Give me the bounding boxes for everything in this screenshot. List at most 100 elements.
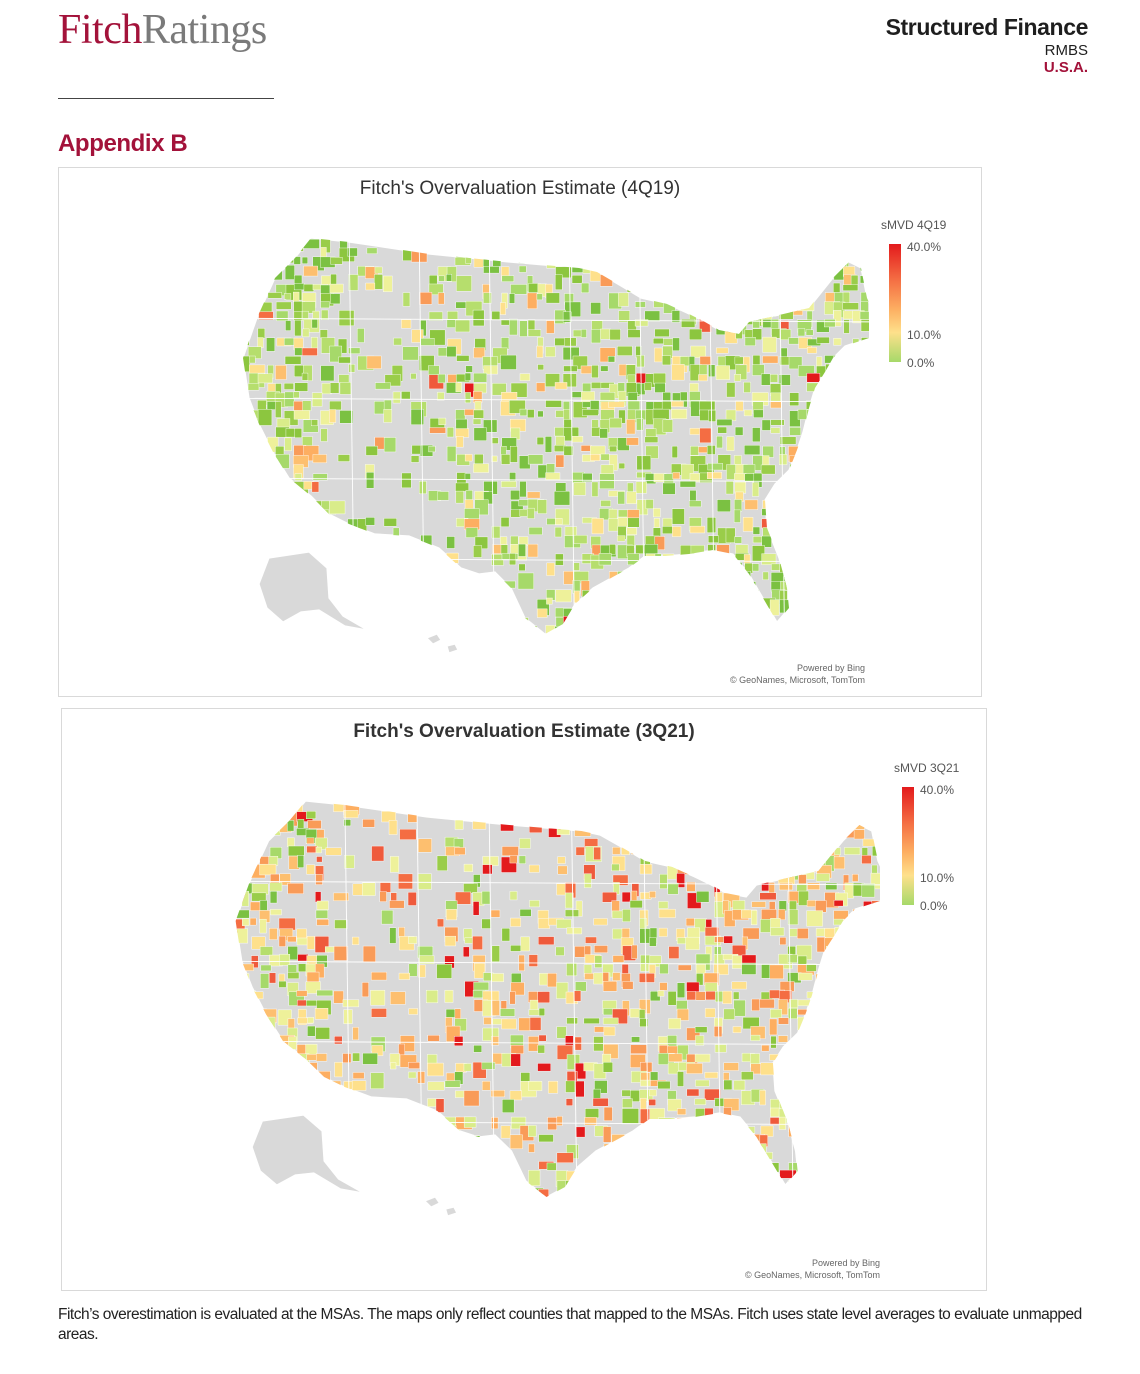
county-cell — [259, 918, 267, 934]
county-cell — [753, 266, 767, 280]
us-county-map — [242, 237, 869, 654]
county-cell — [545, 346, 556, 358]
county-cell — [301, 256, 308, 264]
county-cell — [789, 455, 801, 463]
county-cell — [384, 374, 401, 387]
county-cell — [657, 990, 665, 997]
county-cell — [806, 864, 817, 873]
county-cell — [762, 571, 769, 581]
county-cell — [680, 391, 688, 408]
county-cell — [780, 553, 796, 561]
county-cell — [761, 553, 777, 565]
county-cell — [843, 518, 860, 532]
county-cell — [716, 256, 727, 264]
legend-max: 40.0% — [907, 240, 942, 254]
county-cell — [862, 810, 875, 824]
county-cell — [841, 400, 849, 413]
state-border-line — [235, 1040, 880, 1046]
county-cell — [320, 428, 328, 442]
county-cell — [438, 626, 452, 634]
county-cell — [402, 625, 411, 634]
county-cell — [500, 481, 517, 488]
county-cell — [718, 635, 733, 641]
county-cell — [248, 598, 255, 610]
county-cell — [733, 1188, 750, 1197]
county-cell — [636, 275, 651, 282]
county-cell — [362, 1052, 378, 1065]
county-cell — [778, 1116, 786, 1130]
county-cell — [760, 464, 776, 475]
county-cell — [483, 1017, 492, 1025]
county-cell — [250, 1027, 258, 1037]
county-cell — [658, 1134, 673, 1144]
county-cell — [407, 809, 418, 823]
county-cell — [362, 945, 376, 963]
county-cell — [575, 900, 583, 917]
county-cell — [390, 856, 400, 873]
county-cell — [689, 328, 703, 340]
county-cell — [662, 247, 677, 259]
county-cell — [815, 400, 825, 408]
county-cell — [797, 256, 804, 273]
county-cell — [580, 445, 592, 452]
county-cell — [408, 936, 418, 944]
county-cell — [589, 265, 602, 282]
county-cell — [834, 464, 844, 480]
county-cell — [266, 625, 282, 634]
county-cell — [695, 838, 710, 851]
county-cell — [825, 454, 837, 466]
county-cell — [630, 846, 646, 855]
county-cell — [645, 626, 655, 634]
county-cell — [852, 545, 868, 560]
county-cell — [417, 1125, 427, 1133]
county-cell — [563, 365, 578, 372]
county-cell — [740, 1071, 754, 1081]
county-cell — [705, 1134, 713, 1150]
county-cell — [500, 1170, 514, 1178]
county-cell — [699, 364, 708, 377]
county-cell — [520, 936, 530, 952]
county-cell — [707, 544, 716, 551]
county-cell — [463, 863, 473, 872]
county-cell — [797, 1116, 808, 1127]
county-cell — [788, 1189, 800, 1197]
county-cell — [266, 247, 280, 264]
county-cell — [593, 972, 611, 985]
county-cell — [392, 636, 404, 643]
county-cell — [797, 820, 809, 834]
county-cell — [240, 829, 254, 840]
county-cell — [306, 1000, 318, 1007]
county-cell — [519, 373, 531, 381]
county-cell — [247, 383, 260, 391]
county-cell — [426, 990, 439, 1004]
county-cell — [338, 356, 351, 364]
county-cell — [815, 247, 830, 257]
county-cell — [852, 919, 863, 931]
county-cell — [418, 616, 426, 623]
county-cell — [519, 909, 532, 917]
county-cell — [501, 928, 511, 942]
county-cell — [706, 471, 722, 479]
county-cell — [545, 292, 560, 304]
county-cell — [325, 1080, 342, 1095]
county-cell — [714, 864, 723, 877]
county-cell — [538, 635, 545, 645]
county-cell — [584, 873, 592, 888]
county-cell — [622, 1160, 639, 1169]
county-cell — [742, 927, 760, 940]
county-cell — [325, 1125, 340, 1141]
county-cell — [235, 909, 250, 919]
county-cell — [473, 463, 489, 473]
county-cell — [843, 1135, 858, 1152]
county-cell — [517, 572, 534, 590]
county-cell — [852, 1098, 870, 1106]
county-cell — [257, 337, 264, 348]
county-cell — [723, 1062, 739, 1071]
county-cell — [248, 499, 259, 512]
county-cell — [648, 1153, 664, 1164]
county-cell — [307, 820, 322, 829]
county-cell — [638, 1179, 649, 1195]
county-cell — [465, 527, 479, 538]
county-cell — [600, 328, 612, 340]
county-cell — [650, 1125, 666, 1132]
